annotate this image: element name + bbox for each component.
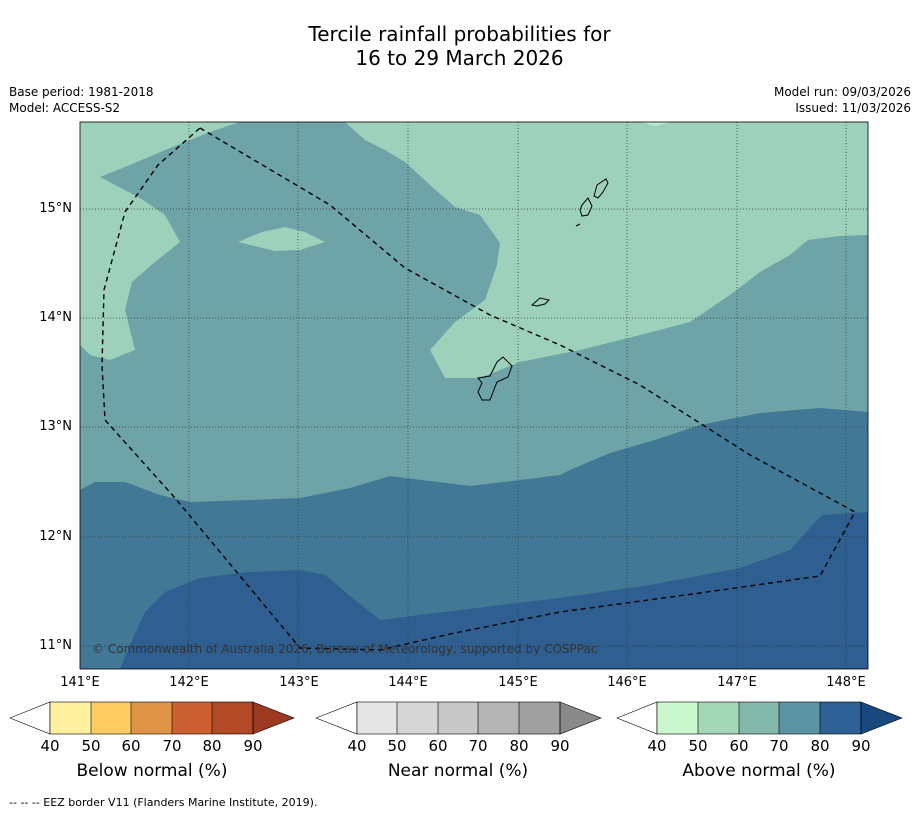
cb-below-tick: 60 bbox=[121, 737, 141, 755]
cb-below-bin-3 bbox=[172, 702, 212, 734]
title-line-1: Tercile rainfall probabilities for bbox=[308, 22, 611, 46]
lon-label-144e: 144°E bbox=[388, 675, 428, 690]
cb-below-tick: 70 bbox=[162, 737, 182, 755]
lon-label-143e: 143°E bbox=[279, 675, 319, 690]
island-tinian bbox=[579, 197, 593, 217]
cb-above-tick: 50 bbox=[688, 737, 708, 755]
eez-legend-note: -- -- -- EEZ border V11 (Flanders Marine… bbox=[9, 796, 318, 809]
cb-near-bin-4 bbox=[519, 702, 560, 734]
cb-below-bin-1 bbox=[91, 702, 131, 734]
colorbar-near bbox=[315, 701, 602, 735]
cb-below-bin-2 bbox=[131, 702, 172, 734]
cb-below-tick: 90 bbox=[243, 737, 263, 755]
lon-label-142e: 142°E bbox=[169, 675, 209, 690]
meta-left: Base period: 1981-2018 Model: ACCESS-S2 bbox=[9, 84, 154, 116]
cb-below-under bbox=[9, 701, 51, 735]
region-above-50-60-north bbox=[80, 122, 240, 360]
lon-label-145e: 145°E bbox=[498, 675, 538, 690]
cb-below-over bbox=[253, 702, 294, 734]
cb-near-tick: 60 bbox=[428, 737, 448, 755]
cb-near-tick: 80 bbox=[509, 737, 529, 755]
cb-near-under bbox=[315, 701, 358, 735]
cb-near-bin-0 bbox=[357, 702, 397, 734]
cb-near-label: Near normal (%) bbox=[387, 761, 529, 781]
cb-above-tick: 70 bbox=[769, 737, 789, 755]
cb-above-under bbox=[616, 701, 658, 735]
cb-near-over bbox=[560, 702, 601, 734]
cb-near-bin-2 bbox=[438, 702, 478, 734]
meta-right: Model run: 09/03/2026 Issued: 11/03/2026 bbox=[774, 84, 911, 116]
model-run: Model run: 09/03/2026 bbox=[773, 85, 911, 99]
cb-near-tick: 40 bbox=[347, 737, 367, 755]
cb-above-tick: 40 bbox=[647, 737, 667, 755]
colorbar-above bbox=[616, 701, 903, 735]
cb-above-bin-4 bbox=[820, 702, 861, 734]
cb-near-bin-3 bbox=[478, 702, 519, 734]
cb-near-tick: 50 bbox=[387, 737, 407, 755]
cb-near-tick: 90 bbox=[550, 737, 570, 755]
island-aguijan bbox=[575, 223, 581, 227]
lon-label-147e: 147°E bbox=[717, 675, 757, 690]
map-frame bbox=[79, 121, 869, 670]
cb-above-bin-0 bbox=[657, 702, 698, 734]
cb-below-bin-0 bbox=[50, 702, 91, 734]
model-name: Model: ACCESS-S2 bbox=[9, 101, 121, 115]
cb-above-tick: 80 bbox=[810, 737, 830, 755]
cb-below-tick: 80 bbox=[202, 737, 222, 755]
lat-label-15n: 15°N bbox=[39, 201, 72, 216]
colorbar-below bbox=[9, 701, 295, 735]
island-saipan bbox=[593, 178, 609, 199]
region-above-50-60-top bbox=[640, 122, 670, 126]
island-rota bbox=[530, 297, 550, 307]
map-title: Tercile rainfall probabilities for 16 to… bbox=[0, 22, 919, 70]
cb-above-over bbox=[861, 702, 902, 734]
cb-above-bin-3 bbox=[779, 702, 820, 734]
cb-above-tick: 60 bbox=[729, 737, 749, 755]
lat-label-11n: 11°N bbox=[39, 638, 72, 653]
lon-label-146e: 146°E bbox=[607, 675, 647, 690]
cb-above-bin-2 bbox=[739, 702, 779, 734]
lat-label-13n: 13°N bbox=[39, 419, 72, 434]
base-period: Base period: 1981-2018 bbox=[9, 85, 154, 99]
cb-near-bin-1 bbox=[397, 702, 438, 734]
lat-label-12n: 12°N bbox=[39, 529, 72, 544]
cb-above-label: Above normal (%) bbox=[682, 761, 836, 781]
lon-label-141e: 141°E bbox=[60, 675, 100, 690]
cb-below-tick: 40 bbox=[40, 737, 60, 755]
cb-above-bin-1 bbox=[698, 702, 739, 734]
cb-above-tick: 90 bbox=[851, 737, 871, 755]
issued-date: Issued: 11/03/2026 bbox=[795, 101, 911, 115]
coastlines bbox=[477, 178, 609, 401]
cb-below-tick: 50 bbox=[81, 737, 101, 755]
map-area bbox=[80, 122, 868, 669]
region-above-50-60-island bbox=[238, 227, 325, 251]
island-guam bbox=[477, 356, 513, 401]
eez-border bbox=[101, 127, 856, 651]
lon-label-148e: 148°E bbox=[826, 675, 866, 690]
cb-below-bin-4 bbox=[212, 702, 253, 734]
gridlines bbox=[80, 122, 868, 669]
cb-below-label: Below normal (%) bbox=[76, 761, 228, 781]
title-line-2: 16 to 29 March 2026 bbox=[355, 46, 564, 70]
lat-label-14n: 14°N bbox=[39, 310, 72, 325]
cb-near-tick: 70 bbox=[468, 737, 488, 755]
copyright-text: © Commonwealth of Australia 2026, Bureau… bbox=[92, 642, 598, 656]
